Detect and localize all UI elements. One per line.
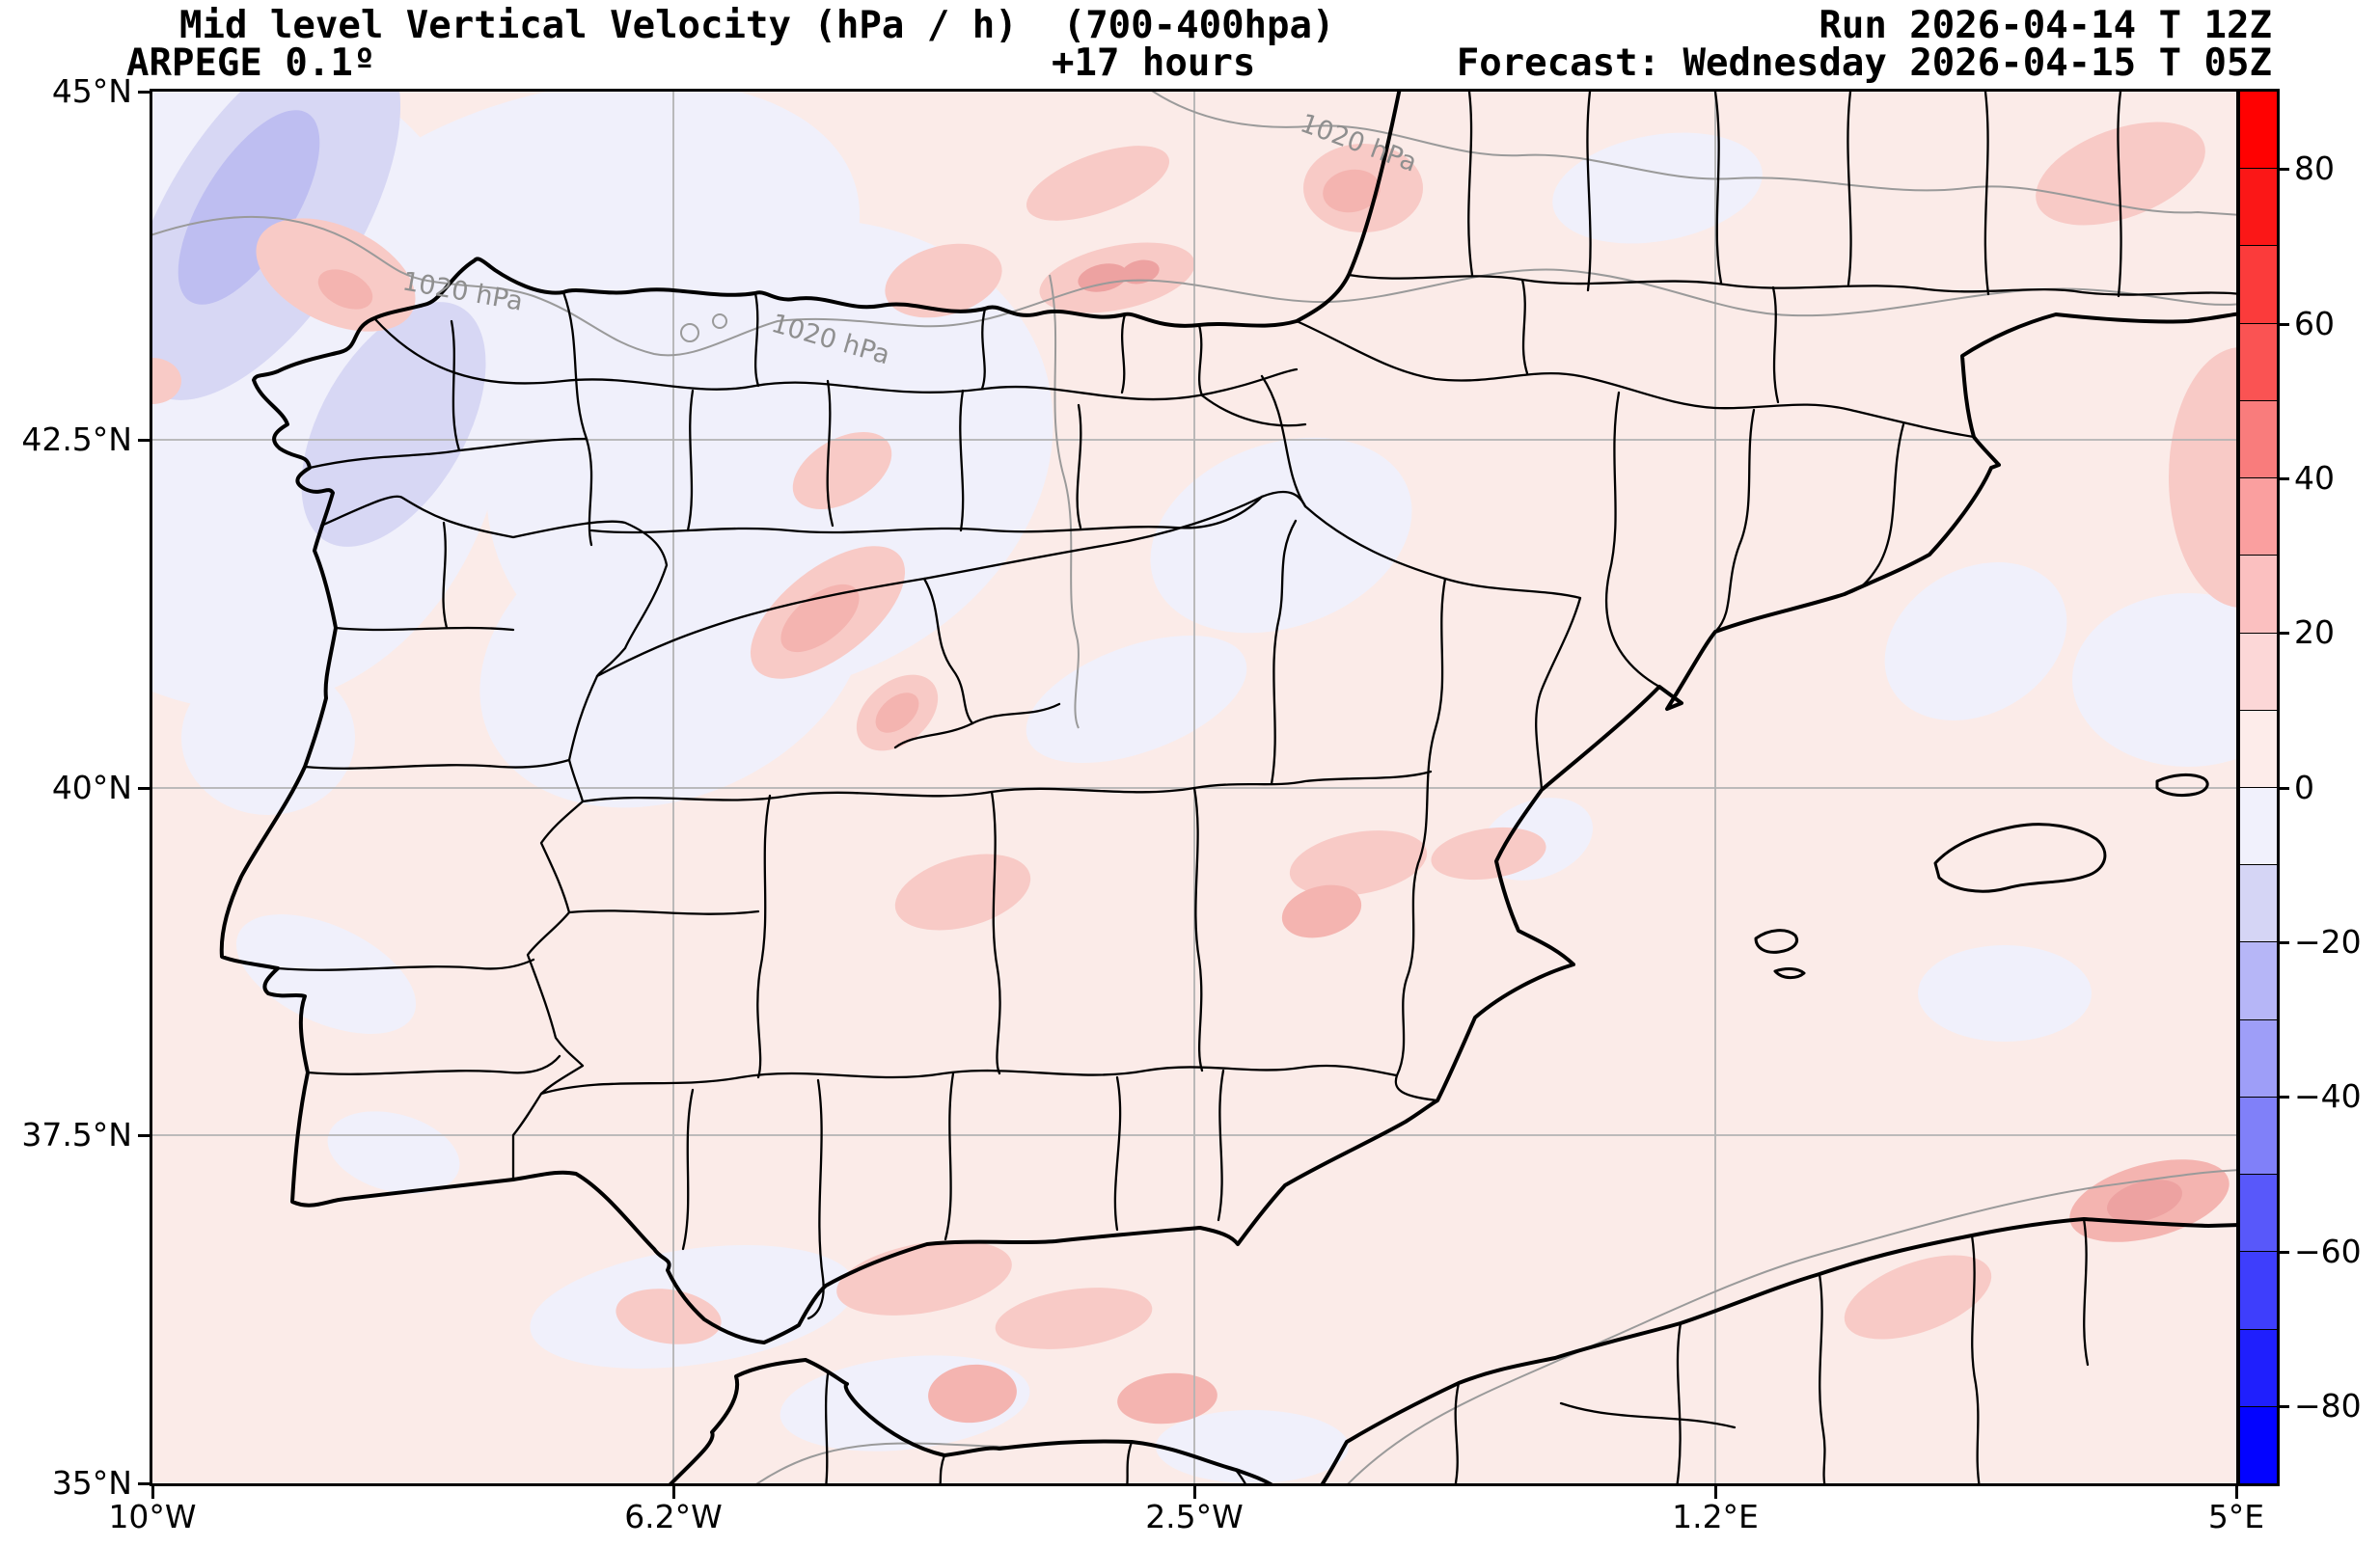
colorbar-segment (2240, 864, 2277, 942)
lead-time-label: +17 hours (1052, 41, 1256, 85)
x-tick-label: 10°W (108, 1498, 197, 1535)
colorbar-segment (2240, 1096, 2277, 1175)
colorbar-tick-mark (2278, 786, 2289, 790)
colorbar-segment (2240, 555, 2277, 633)
colorbar-segment (2240, 1251, 2277, 1329)
x-tick-mark (151, 1486, 154, 1499)
y-tick-mark (138, 786, 151, 790)
y-tick-label: 45°N (51, 72, 132, 110)
colorbar-tick-label: 40 (2294, 458, 2335, 497)
x-tick-mark (1193, 1486, 1196, 1499)
colorbar-tick-label: −40 (2294, 1077, 2362, 1116)
y-tick-mark (138, 1482, 151, 1485)
colorbar-tick-mark (2278, 632, 2289, 636)
colorbar-tick-label: 80 (2294, 149, 2335, 188)
colorbar-segment (2240, 1018, 2277, 1097)
colorbar-segment (2240, 709, 2277, 787)
colorbar (2237, 89, 2280, 1486)
colorbar-tick-label: −20 (2294, 922, 2362, 961)
colorbar-segment (2240, 1405, 2277, 1483)
run-label: Run 2026-04-14 T 12Z (1819, 4, 2272, 47)
colorbar-tick-label: 60 (2294, 304, 2335, 342)
colorbar-tick-label: 20 (2294, 613, 2335, 652)
forecast-label: Forecast: Wednesday 2026-04-15 T 05Z (1456, 41, 2272, 85)
colorbar-tick-mark (2278, 168, 2289, 172)
colorbar-tick-mark (2278, 1404, 2289, 1408)
x-tick-label: 5°E (2207, 1498, 2265, 1535)
x-tick-mark (1714, 1486, 1717, 1499)
y-tick-mark (138, 438, 151, 442)
colorbar-tick-label: −80 (2294, 1386, 2362, 1425)
chart-title: Mid level Vertical Velocity (hPa / h) (7… (179, 4, 1335, 47)
y-tick-label: 37.5°N (21, 1116, 132, 1154)
y-tick-label: 35°N (51, 1464, 132, 1502)
y-tick-mark (138, 91, 151, 94)
y-tick-label: 40°N (51, 768, 132, 806)
colorbar-tick-mark (2278, 940, 2289, 944)
colorbar-segment (2240, 477, 2277, 556)
colorbar-tick-mark (2278, 322, 2289, 326)
colorbar-segment (2240, 322, 2277, 400)
colorbar-segment (2240, 168, 2277, 246)
x-tick-mark (672, 1486, 675, 1499)
x-tick-label: 1.2°E (1672, 1498, 1759, 1535)
colorbar-tick-mark (2278, 1250, 2289, 1254)
colorbar-segments (2240, 92, 2277, 1483)
y-tick-label: 42.5°N (21, 420, 132, 458)
x-tick-label: 2.5°W (1145, 1498, 1244, 1535)
y-tick-mark (138, 1134, 151, 1138)
colorbar-segment (2240, 92, 2277, 169)
colorbar-tick-mark (2278, 476, 2289, 480)
x-tick-label: 6.2°W (624, 1498, 723, 1535)
x-tick-mark (2235, 1486, 2238, 1499)
colorbar-segment (2240, 1174, 2277, 1252)
model-label: ARPEGE 0.1º (126, 41, 376, 85)
colorbar-tick-label: 0 (2294, 768, 2314, 806)
colorbar-segment (2240, 786, 2277, 865)
colorbar-tick-label: −60 (2294, 1232, 2362, 1270)
colorbar-segment (2240, 632, 2277, 710)
map-panel: 1020 hPa 1020 hPa 1020 hPa (150, 89, 2239, 1486)
colorbar-tick-mark (2278, 1096, 2289, 1099)
colorbar-segment (2240, 399, 2277, 478)
colorbar-segment (2240, 245, 2277, 323)
map-svg: 1020 hPa 1020 hPa 1020 hPa (152, 92, 2236, 1483)
colorbar-segment (2240, 1328, 2277, 1406)
country-province-borders (276, 92, 2236, 1483)
balearic-islands (1754, 773, 2209, 980)
colorbar-segment (2240, 941, 2277, 1019)
